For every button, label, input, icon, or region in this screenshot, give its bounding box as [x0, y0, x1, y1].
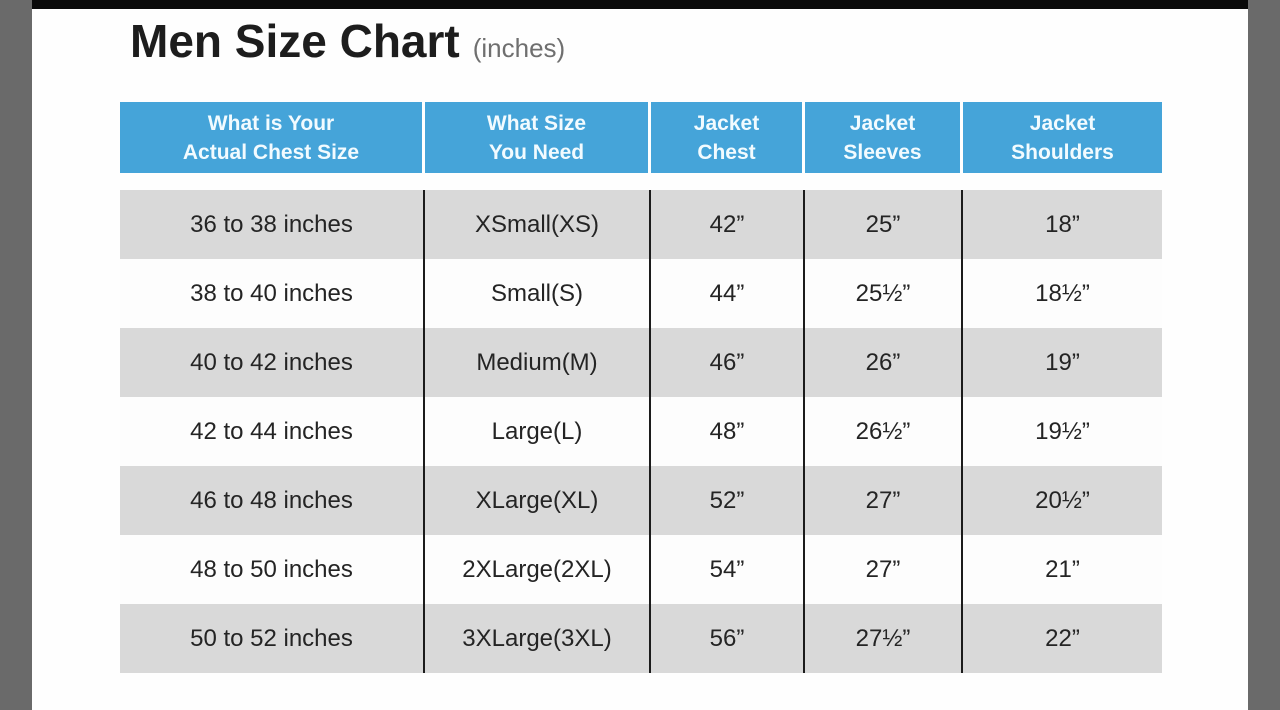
- right-gray-bar: [1248, 0, 1280, 710]
- column-header-3: Jacket Chest: [651, 102, 805, 173]
- table-cell: XSmall(XS): [425, 190, 651, 259]
- table-cell: 40 to 42 inches: [120, 328, 425, 397]
- table-cell: XLarge(XL): [425, 466, 651, 535]
- table-body: 36 to 38 inches XSmall(XS) 42” 25” 18” 38 to …: [120, 190, 1162, 673]
- table-cell: 48”: [651, 397, 805, 466]
- table-row: 42 to 44 inches Large(L) 48” 26½” 19½”: [120, 397, 1162, 466]
- column-header-2: What Size You Need: [425, 102, 651, 173]
- table-cell: 25”: [805, 190, 963, 259]
- table-cell: 27½”: [805, 604, 963, 673]
- table-row: 50 to 52 inches 3XLarge(3XL) 56” 27½” 22”: [120, 604, 1162, 673]
- table-cell: 27”: [805, 466, 963, 535]
- table-cell: 56”: [651, 604, 805, 673]
- top-black-bar: [32, 0, 1248, 9]
- table-cell: 26½”: [805, 397, 963, 466]
- table-cell: 25½”: [805, 259, 963, 328]
- table-header-row: What is Your Actual Chest Size What Size Yo…: [120, 102, 1162, 173]
- table-cell: 18½”: [1035, 279, 1090, 307]
- table-cell: 42”: [651, 190, 805, 259]
- table-cell: 20½”: [1035, 486, 1090, 514]
- table-cell: 26”: [805, 328, 963, 397]
- table-cell: 42 to 44 inches: [120, 397, 425, 466]
- table-cell: 52”: [651, 466, 805, 535]
- table-cell: 44”: [651, 259, 805, 328]
- table-cell: 22”: [1045, 624, 1080, 652]
- table-cell: 19½”: [1035, 417, 1090, 445]
- table-row: 36 to 38 inches XSmall(XS) 42” 25” 18”: [120, 190, 1162, 259]
- page-subtitle: (inches): [472, 33, 566, 63]
- table-row: 46 to 48 inches XLarge(XL) 52” 27” 20½”: [120, 466, 1162, 535]
- table-cell: Large(L): [425, 397, 651, 466]
- table-cell: 3XLarge(3XL): [425, 604, 651, 673]
- table-cell: 54”: [651, 535, 805, 604]
- chart-title-row: Men Size Chart (inches): [130, 14, 565, 68]
- table-row: 48 to 50 inches 2XLarge(2XL) 54” 27” 21”: [120, 535, 1162, 604]
- column-header-5: Jacket Shoulders: [963, 102, 1162, 173]
- table-cell: 48 to 50 inches: [120, 535, 425, 604]
- table-cell: 21”: [1045, 555, 1080, 583]
- table-cell: 27”: [805, 535, 963, 604]
- table-cell: Medium(M): [425, 328, 651, 397]
- size-chart-table: What is Your Actual Chest Size What Size Yo…: [120, 102, 1162, 673]
- column-header-4: Jacket Sleeves: [805, 102, 963, 173]
- table-cell: 46 to 48 inches: [120, 466, 425, 535]
- table-cell: 46”: [651, 328, 805, 397]
- table-cell: 19”: [1045, 348, 1080, 376]
- table-cell: 2XLarge(2XL): [425, 535, 651, 604]
- table-cell: 18”: [1045, 210, 1080, 238]
- table-cell: Small(S): [425, 259, 651, 328]
- table-cell: 36 to 38 inches: [120, 190, 425, 259]
- table-cell: 50 to 52 inches: [120, 604, 425, 673]
- table-cell: 38 to 40 inches: [120, 259, 425, 328]
- table-row: 40 to 42 inches Medium(M) 46” 26” 19”: [120, 328, 1162, 397]
- page-title: Men Size Chart: [130, 15, 460, 67]
- column-header-1: What is Your Actual Chest Size: [120, 102, 425, 173]
- table-row: 38 to 40 inches Small(S) 44” 25½” 18½”: [120, 259, 1162, 328]
- left-gray-bar: [0, 0, 32, 710]
